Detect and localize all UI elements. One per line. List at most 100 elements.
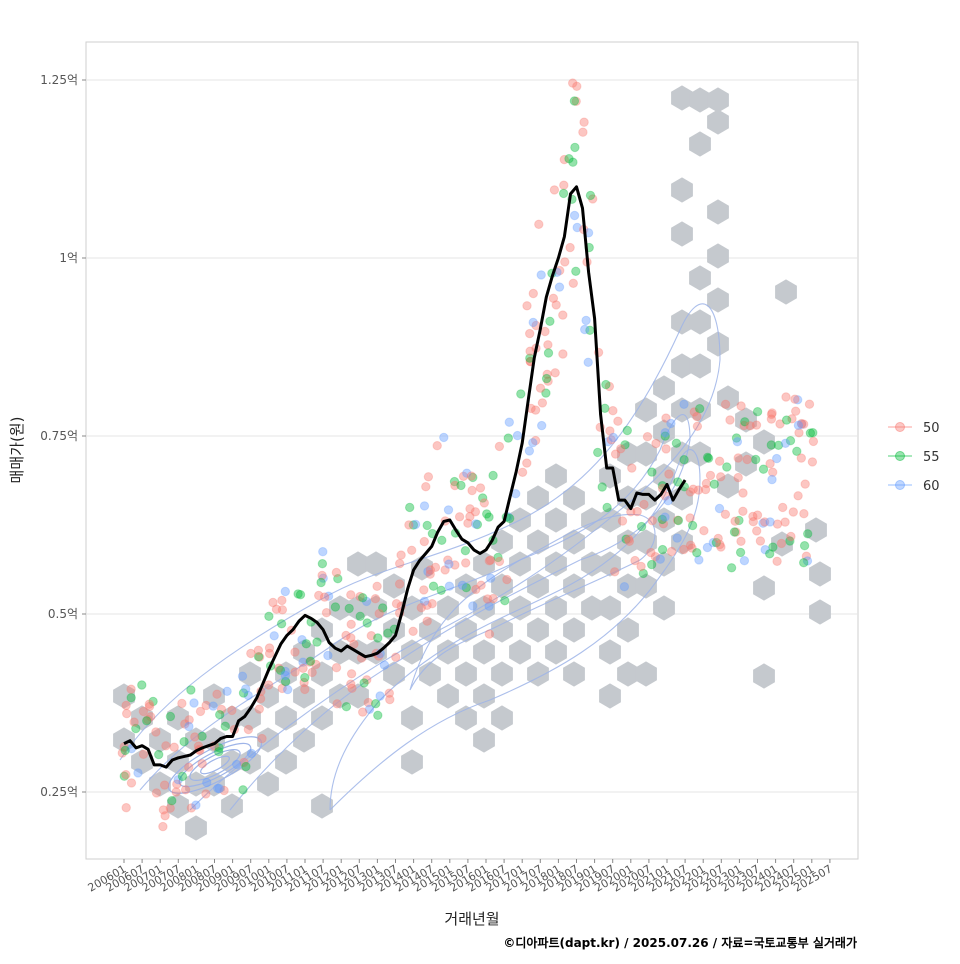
hexbin-cell [809,599,831,625]
scatter-point [421,482,431,492]
scatter-point [482,594,493,604]
scatter-point [751,454,761,465]
scatter-point [186,803,197,813]
scatter-point [158,805,169,815]
density-contour [139,414,691,811]
scatter-point [462,468,472,478]
hexbin-cell [689,131,711,157]
hexbin-cell [753,429,775,455]
y-tick-label: 1억 [59,251,78,265]
scatter-point [454,512,465,522]
scatter-point [299,677,309,688]
hexbin-cell [491,705,513,731]
scatter-point [714,503,725,514]
scatter-point [699,526,709,536]
scatter-point [216,704,227,715]
scatter-point [408,520,419,530]
scatter-point [568,78,578,88]
scatter-point [600,403,610,413]
scatter-point [195,706,206,717]
scatter-point [478,493,488,503]
scatter-point [422,520,432,531]
scatter-point [736,536,746,546]
scatter-point [780,438,791,448]
scatter-point [197,759,207,769]
trend-line-layer [123,185,687,769]
hexbin-cell [347,595,369,621]
scatter-point [212,689,222,699]
scatter-point [439,432,449,443]
scatter-point [692,548,702,558]
hexbin-cell [257,771,279,797]
scatter-point [300,672,310,683]
scatter-point [773,440,784,450]
hexbin-cell [411,555,433,581]
scatter-point [793,420,804,430]
hexbin-cell [149,727,171,753]
hexbin-cell [311,705,333,731]
scatter-point [177,698,187,709]
scatter-point [664,469,674,479]
density-contour [189,749,241,781]
scatter-point [568,157,578,167]
scatter-point [788,507,798,517]
scatter-point [169,742,179,752]
hexbin-cell [437,595,459,621]
scatter-point [558,349,568,359]
scatter-point [660,428,670,438]
scatter-point [173,775,183,785]
hexbin-cell [473,551,495,577]
scatter-point [465,504,475,514]
scatter-point [180,785,191,795]
scatter-point [672,533,682,543]
hexbin-cell [419,617,441,643]
hexbin-cell [735,407,757,433]
scatter-point [517,467,528,477]
hexbin-cell [293,683,315,709]
scatter-point [346,669,357,679]
scatter-point [264,611,274,621]
scatter-point [276,619,287,629]
scatter-point [734,515,744,526]
hexbin-cell [617,573,639,599]
hexbin-cell [753,663,775,689]
scatter-point [559,180,569,190]
hexbin-cell [707,109,729,135]
scatter-point [331,663,342,673]
hexbin-cell [671,441,693,467]
scatter-point [735,547,746,558]
scatter-point [740,417,750,427]
scatter-point [623,534,634,544]
scatter-point [317,559,328,569]
scatter-point [672,515,683,525]
scatter-point [799,419,809,429]
scatter-point [280,676,291,687]
scatter-point [661,413,671,423]
scatter-point [154,749,164,760]
scatter-point [323,591,334,601]
scatter-point [126,778,137,788]
scatter-point [133,768,143,778]
scatter-point [543,340,553,350]
scatter-point [470,507,481,517]
scatter-point [666,546,677,557]
scatter-point [504,417,514,427]
scatter-point [720,399,731,409]
hexbin-cell [775,279,797,305]
scatter-point [731,433,742,443]
scatter-point [767,408,777,418]
scatter-point [736,401,746,411]
hexbin-cell [653,463,675,489]
y-axis: 0.25억 0.5억 0.75억 1억 1.25억 [40,73,86,799]
hexbin-cell [527,617,549,643]
scatter-point [347,683,357,693]
hexbin-cell [419,661,441,687]
hexbin-cell [805,517,827,543]
scatter-point [792,446,802,456]
scatter-point [794,428,804,438]
scatter-point [604,381,615,392]
scatter-point [331,567,342,578]
hexbin-cell [491,617,513,643]
scatter-point [799,558,809,568]
legend-key-point [895,451,905,461]
